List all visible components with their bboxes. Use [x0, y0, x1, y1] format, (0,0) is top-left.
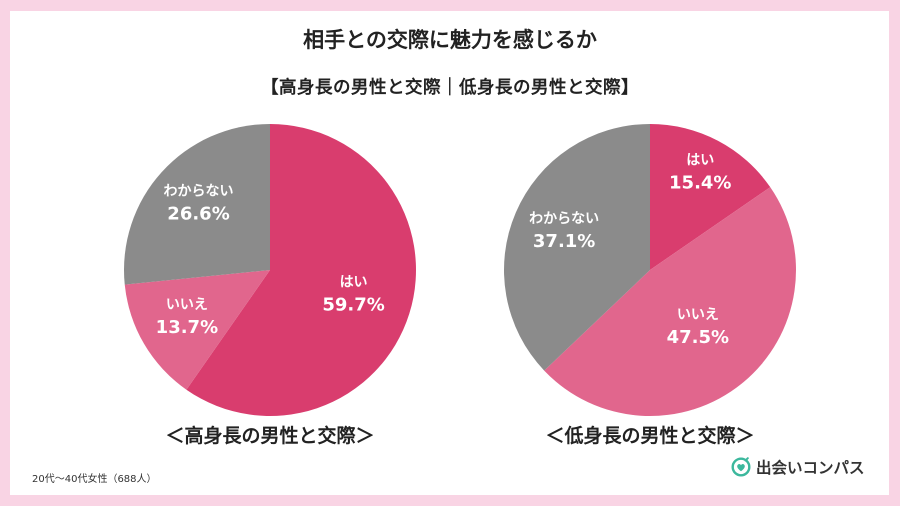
slice-yes-label: はい: [686, 152, 714, 168]
chart-title: 相手との交際に魅力を感じるか: [303, 28, 597, 52]
slice-no: [124, 270, 270, 390]
compass-heart-icon: [731, 457, 751, 477]
slice-unsure-value: 26.6%: [167, 203, 229, 224]
footnote: 20代〜40代女性（688人）: [32, 474, 157, 485]
pie-chart-tall: はい 59.7% いいえ 13.7% わからない 26.6%: [123, 123, 416, 417]
slice-yes: [186, 124, 416, 417]
brand-name: 出会いコンパス: [756, 459, 865, 477]
slice-yes-value: 59.7%: [322, 294, 384, 315]
pie-title-short: ＜低身長の男性と交際＞: [545, 424, 754, 447]
slice-unsure-value: 37.1%: [533, 231, 595, 252]
slice-unsure: [503, 123, 650, 371]
slice-no: [544, 187, 797, 417]
slice-no-value: 13.7%: [156, 317, 218, 338]
slice-unsure-label: わからない: [529, 211, 599, 227]
slice-no-label: いいえ: [166, 297, 208, 313]
slice-no-value: 47.5%: [667, 327, 729, 348]
slice-yes-label: はい: [340, 274, 368, 290]
pie-chart-short: はい 15.4% いいえ 47.5% わからない 37.1%: [503, 123, 797, 417]
slice-yes-value: 15.4%: [669, 172, 731, 193]
brand-logo: 出会いコンパス: [731, 455, 865, 479]
slice-unsure-label: わからない: [164, 183, 234, 199]
slice-unsure: [123, 123, 270, 285]
chart-subtitle: 【高身長の男性と交際｜低身長の男性と交際】: [261, 78, 639, 98]
slice-no-label: いいえ: [677, 307, 719, 323]
slice-yes: [650, 124, 771, 270]
pie-title-tall: ＜高身長の男性と交際＞: [165, 424, 374, 447]
